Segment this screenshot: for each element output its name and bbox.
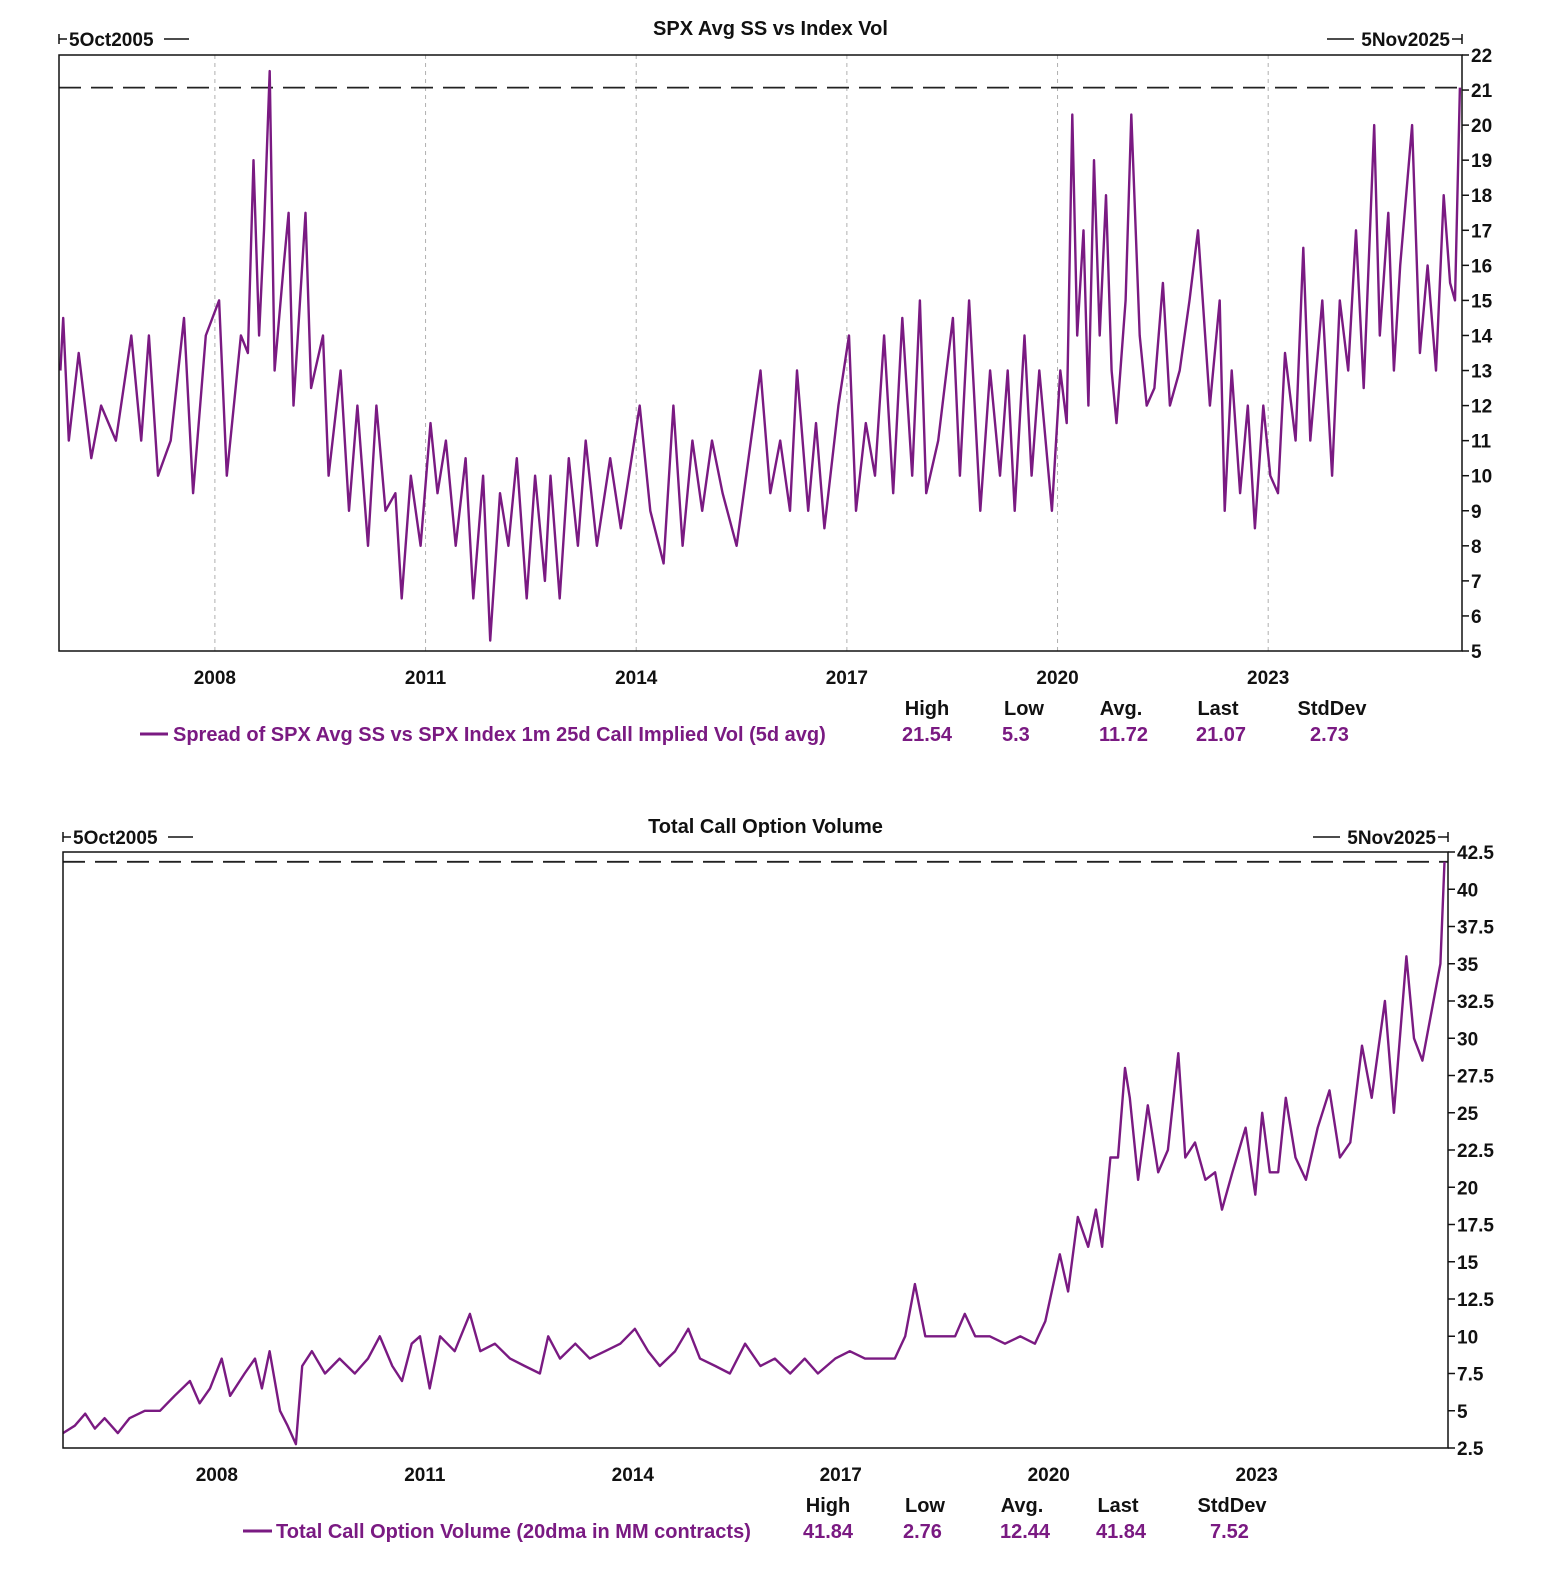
y-tick-label: 11 bbox=[1471, 432, 1492, 453]
stat-header: High bbox=[905, 698, 949, 720]
x-tick-label: 2017 bbox=[826, 668, 868, 689]
y-tick-label: 9 bbox=[1471, 502, 1482, 523]
x-tick-label: 2023 bbox=[1236, 1465, 1278, 1486]
end-date-marker: 5Nov2025 bbox=[1327, 30, 1463, 51]
start-date-marker: 5Oct2005 bbox=[58, 30, 189, 51]
y-tick-label: 14 bbox=[1471, 326, 1493, 347]
stat-value: 12.44 bbox=[1000, 1521, 1051, 1543]
y-tick-label: 18 bbox=[1471, 186, 1492, 207]
stat-header: Last bbox=[1197, 698, 1238, 720]
x-tick-label: 2008 bbox=[196, 1465, 238, 1486]
y-tick-label: 42.5 bbox=[1457, 843, 1494, 864]
y-tick-label: 2.5 bbox=[1457, 1439, 1484, 1460]
x-tick-label: 2023 bbox=[1247, 668, 1289, 689]
start-date-label: 5Oct2005 bbox=[69, 30, 154, 51]
stat-header: Last bbox=[1097, 1495, 1138, 1517]
y-tick-label: 22.5 bbox=[1457, 1141, 1494, 1162]
y-tick-label: 16 bbox=[1471, 256, 1492, 277]
y-tick-label: 8 bbox=[1471, 537, 1482, 558]
end-date-marker: 5Nov2025 bbox=[1313, 828, 1449, 849]
y-tick-label: 17.5 bbox=[1457, 1216, 1494, 1237]
start-date-label: 5Oct2005 bbox=[73, 828, 158, 849]
stat-value: 21.07 bbox=[1196, 724, 1246, 746]
stat-value: 11.72 bbox=[1099, 724, 1148, 746]
y-tick-label: 6 bbox=[1471, 607, 1482, 628]
x-tick-label: 2017 bbox=[820, 1465, 862, 1486]
x-tick-label: 2014 bbox=[612, 1465, 655, 1486]
y-tick-label: 15 bbox=[1471, 291, 1493, 312]
y-tick-label: 20 bbox=[1471, 116, 1492, 137]
end-date-label: 5Nov2025 bbox=[1361, 30, 1450, 51]
y-tick-label: 12.5 bbox=[1457, 1290, 1494, 1311]
x-tick-label: 2011 bbox=[405, 668, 447, 689]
legend-label: Spread of SPX Avg SS vs SPX Index 1m 25d… bbox=[173, 724, 826, 746]
y-tick-label: 10 bbox=[1471, 467, 1492, 488]
y-tick-label: 35 bbox=[1457, 955, 1479, 976]
chart-2: Total Call Option Volume 5Oct2005 5Nov2025… bbox=[62, 816, 1494, 1543]
y-tick-label: 40 bbox=[1457, 880, 1478, 901]
stat-value: 7.52 bbox=[1210, 1521, 1249, 1543]
stat-header: Avg. bbox=[1001, 1495, 1044, 1517]
y-tick-label: 30 bbox=[1457, 1029, 1478, 1050]
x-tick-label: 2008 bbox=[194, 668, 236, 689]
stat-value: 5.3 bbox=[1002, 724, 1030, 746]
stat-header: StdDev bbox=[1298, 698, 1368, 720]
x-tick-label: 2014 bbox=[615, 668, 658, 689]
x-tick-label: 2020 bbox=[1028, 1465, 1070, 1486]
y-tick-label: 7.5 bbox=[1457, 1365, 1484, 1386]
plot-frame bbox=[58, 54, 1463, 652]
y-tick-label: 21 bbox=[1471, 81, 1493, 102]
y-tick-label: 10 bbox=[1457, 1327, 1478, 1348]
x-tick-label: 2020 bbox=[1036, 668, 1078, 689]
chart-1: SPX Avg SS vs Index Vol 5Oct2005 5Nov2025 2… bbox=[58, 18, 1493, 746]
legend-label: Total Call Option Volume (20dma in MM co… bbox=[276, 1521, 751, 1543]
end-date-label: 5Nov2025 bbox=[1347, 828, 1436, 849]
plot-frame bbox=[62, 851, 1449, 1449]
stat-header: StdDev bbox=[1198, 1495, 1268, 1517]
y-tick-label: 19 bbox=[1471, 151, 1492, 172]
stat-value: 41.84 bbox=[803, 1521, 854, 1543]
y-tick-label: 5 bbox=[1457, 1402, 1468, 1423]
start-date-marker: 5Oct2005 bbox=[62, 828, 193, 849]
y-tick-label: 22 bbox=[1471, 46, 1492, 67]
y-tick-label: 32.5 bbox=[1457, 992, 1494, 1013]
y-tick-label: 7 bbox=[1471, 572, 1482, 593]
y-tick-label: 12 bbox=[1471, 397, 1492, 418]
y-tick-label: 5 bbox=[1471, 642, 1482, 663]
y-tick-label: 25 bbox=[1457, 1104, 1479, 1125]
y-tick-label: 20 bbox=[1457, 1178, 1478, 1199]
y-tick-label: 17 bbox=[1471, 221, 1492, 242]
stat-value: 21.54 bbox=[902, 724, 953, 746]
stat-header: Avg. bbox=[1100, 698, 1143, 720]
y-tick-label: 13 bbox=[1471, 362, 1492, 383]
stat-header: High bbox=[806, 1495, 850, 1517]
x-tick-label: 2011 bbox=[404, 1465, 446, 1486]
stat-value: 2.76 bbox=[903, 1521, 942, 1543]
y-tick-label: 15 bbox=[1457, 1253, 1479, 1274]
chart-title: SPX Avg SS vs Index Vol bbox=[653, 18, 888, 40]
stat-header: Low bbox=[905, 1495, 945, 1517]
stat-value: 41.84 bbox=[1096, 1521, 1147, 1543]
y-tick-label: 37.5 bbox=[1457, 918, 1494, 939]
stat-header: Low bbox=[1004, 698, 1044, 720]
series-line bbox=[62, 861, 1446, 1446]
y-tick-label: 27.5 bbox=[1457, 1067, 1494, 1088]
series-line bbox=[59, 69, 1462, 642]
chart-title: Total Call Option Volume bbox=[648, 816, 883, 838]
stat-value: 2.73 bbox=[1310, 724, 1349, 746]
